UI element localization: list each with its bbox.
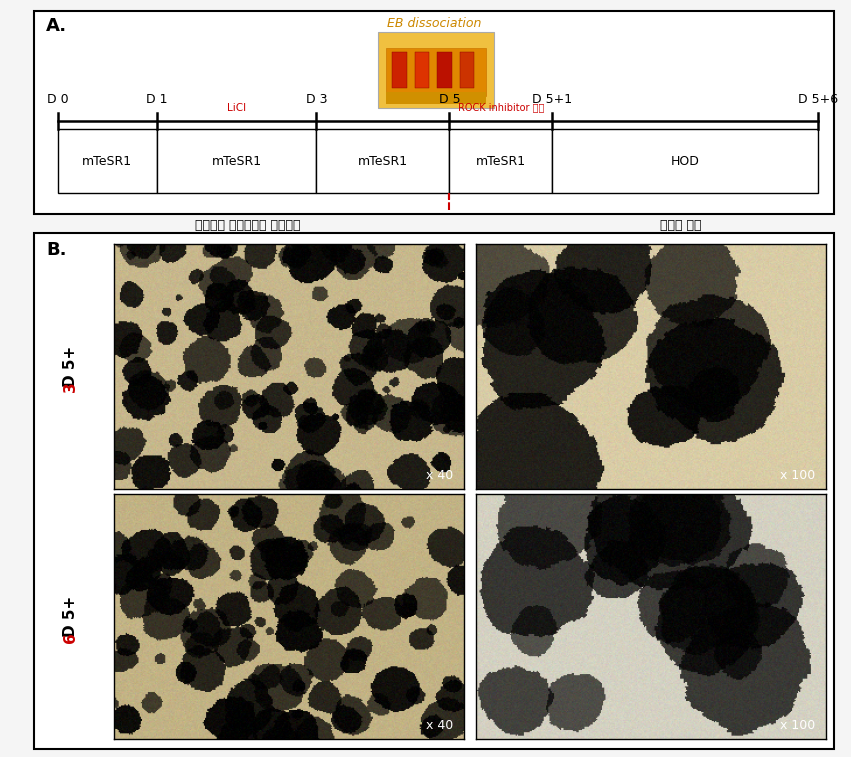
Bar [386,92,486,104]
Bar [460,51,474,89]
Text: ROCK inhibitor 치리: ROCK inhibitor 치리 [458,102,545,113]
Text: D 5+6: D 5+6 [798,93,838,107]
Bar [414,51,429,89]
Text: D 1: D 1 [146,93,168,107]
Text: D 0: D 0 [47,93,69,107]
Text: HOD: HOD [671,154,700,167]
FancyArrow shape [465,216,545,236]
Text: A.: A. [46,17,67,36]
Bar [157,129,317,194]
Text: D 3: D 3 [306,93,327,107]
Bar [449,129,552,194]
Bar [378,32,494,108]
Text: mTeSR1: mTeSR1 [212,154,262,167]
Text: B.: B. [46,241,66,259]
Text: D 5+: D 5+ [62,596,77,637]
Text: mTeSR1: mTeSR1 [476,154,526,167]
Bar [386,48,486,96]
Text: EB dissociation: EB dissociation [387,17,481,30]
Text: mTeSR1: mTeSR1 [83,154,133,167]
Bar [58,129,157,194]
Bar [392,51,407,89]
Text: 6: 6 [62,632,77,643]
Text: 간구체 형성: 간구체 형성 [660,220,702,232]
Bar [317,129,449,194]
Text: 3: 3 [62,382,77,392]
Text: D 5+: D 5+ [62,346,77,387]
Text: 배아체의 간내배엽성 유도분화: 배아체의 간내배엽성 유도분화 [195,220,300,232]
Text: mTeSR1: mTeSR1 [358,154,408,167]
Bar [437,51,452,89]
Bar [552,129,818,194]
Text: D 5+1: D 5+1 [532,93,572,107]
Text: D 5: D 5 [438,93,460,107]
Text: LiCl: LiCl [227,102,246,113]
